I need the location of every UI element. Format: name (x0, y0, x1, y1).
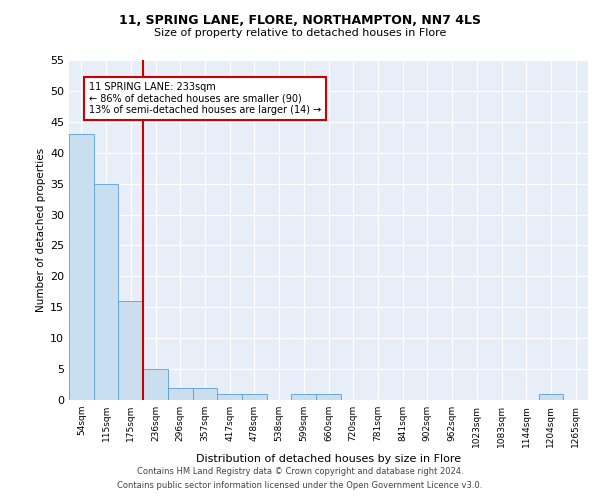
Text: 11, SPRING LANE, FLORE, NORTHAMPTON, NN7 4LS: 11, SPRING LANE, FLORE, NORTHAMPTON, NN7… (119, 14, 481, 27)
Bar (539, 394, 563, 400)
Bar (94, 184, 118, 400)
Text: 11 SPRING LANE: 233sqm
← 86% of detached houses are smaller (90)
13% of semi-det: 11 SPRING LANE: 233sqm ← 86% of detached… (89, 82, 321, 115)
Bar (69, 134, 94, 400)
Text: Contains public sector information licensed under the Open Government Licence v3: Contains public sector information licen… (118, 481, 482, 490)
Bar (316, 394, 341, 400)
Bar (292, 394, 316, 400)
Bar (168, 388, 193, 400)
Bar (193, 388, 217, 400)
Bar (217, 394, 242, 400)
Text: Size of property relative to detached houses in Flore: Size of property relative to detached ho… (154, 28, 446, 38)
Text: Contains HM Land Registry data © Crown copyright and database right 2024.: Contains HM Land Registry data © Crown c… (137, 467, 463, 476)
Bar (118, 301, 143, 400)
Bar (242, 394, 267, 400)
Y-axis label: Number of detached properties: Number of detached properties (36, 148, 46, 312)
X-axis label: Distribution of detached houses by size in Flore: Distribution of detached houses by size … (196, 454, 461, 464)
Bar (143, 369, 168, 400)
